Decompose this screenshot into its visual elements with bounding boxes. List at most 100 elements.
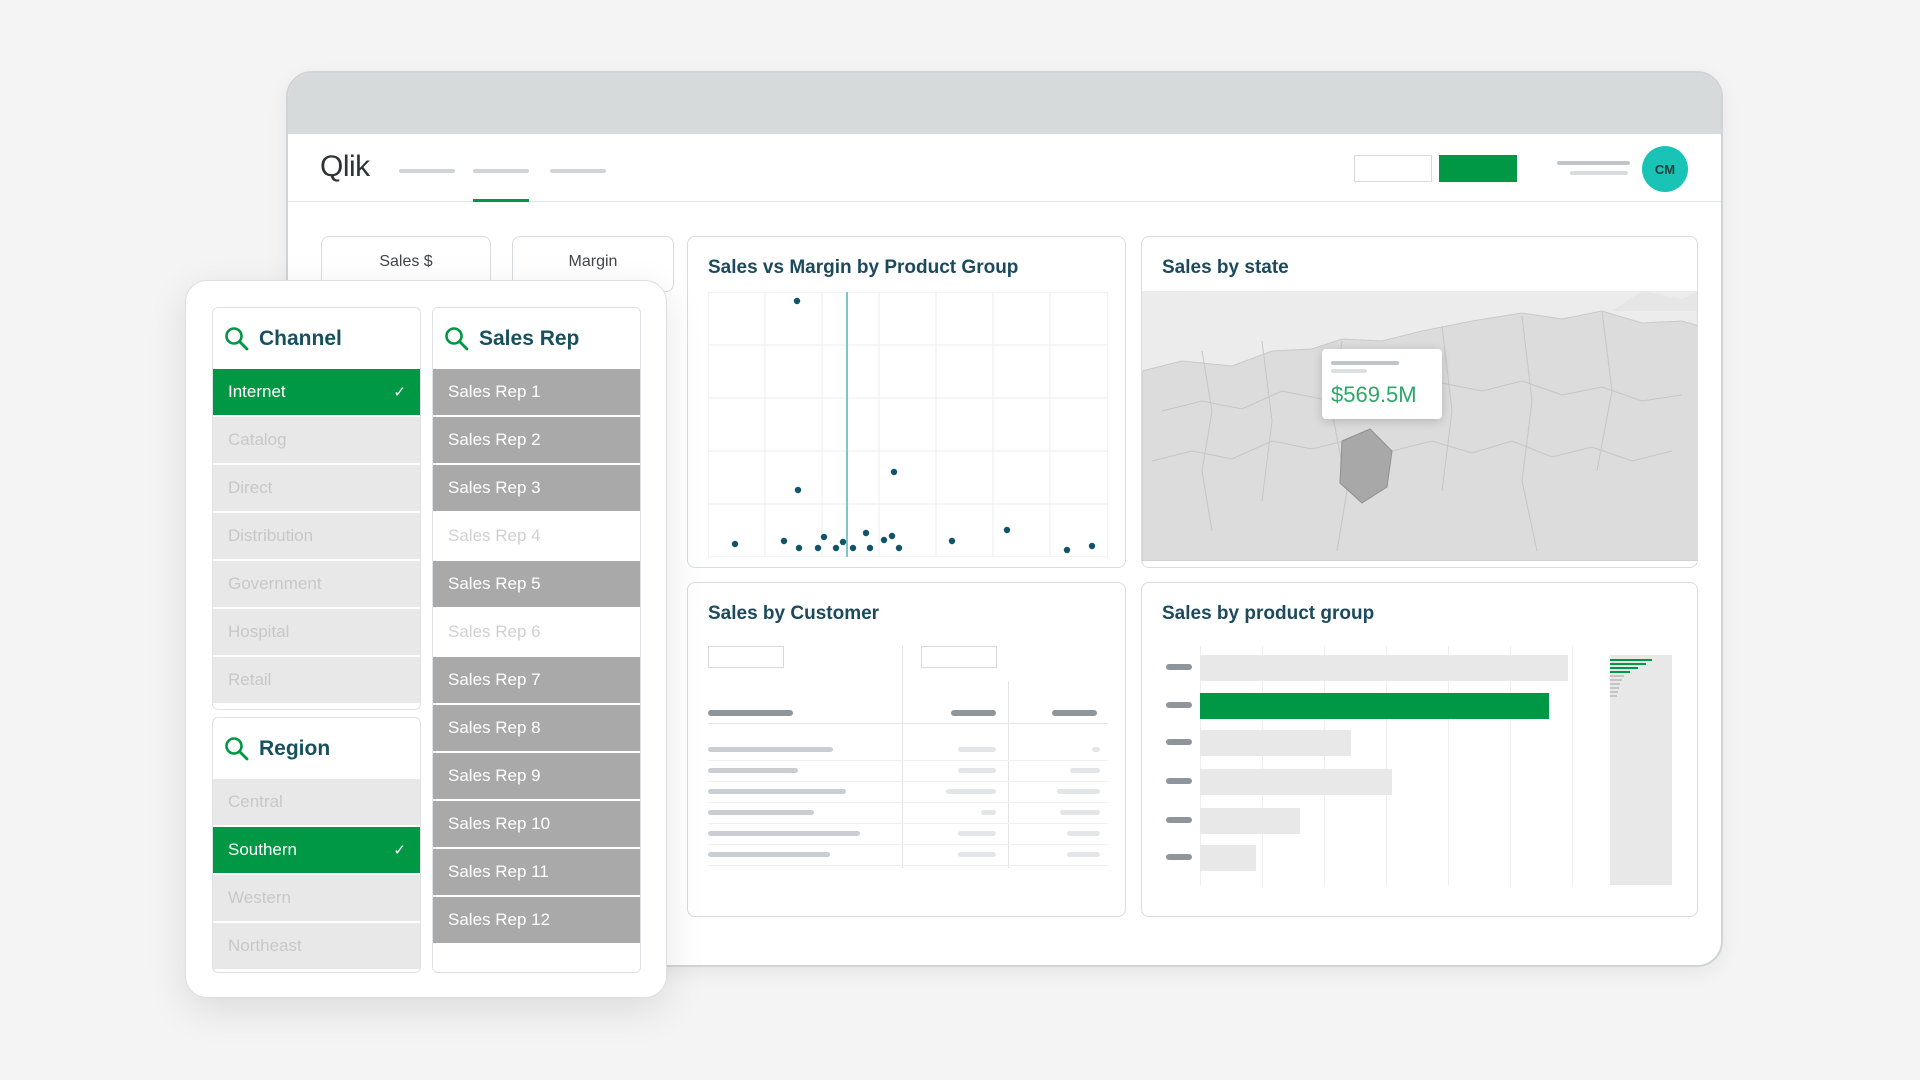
region-filter-header[interactable]: Region xyxy=(213,718,420,779)
mini-chart-scrollbar[interactable] xyxy=(1610,655,1672,885)
scatter-point[interactable] xyxy=(793,297,801,305)
scatter-point[interactable] xyxy=(794,486,802,494)
customer-search-box-2[interactable] xyxy=(921,646,997,668)
nav-item-1[interactable] xyxy=(399,169,455,173)
product-group-bar[interactable] xyxy=(1200,845,1256,871)
scatter-point[interactable] xyxy=(1003,526,1011,534)
channel-item-label: Internet xyxy=(228,382,286,401)
sales-rep-item[interactable]: Sales Rep 12 xyxy=(433,897,640,943)
scatter-point[interactable] xyxy=(839,538,847,546)
scatter-point[interactable] xyxy=(948,537,956,545)
scatter-point[interactable] xyxy=(862,529,870,537)
channel-filter-header[interactable]: Channel xyxy=(213,308,420,369)
sales-rep-item[interactable]: Sales Rep 6 xyxy=(433,609,640,655)
channel-list: Internet ✓ Catalog Direct Distribution Govern… xyxy=(213,369,420,703)
customer-table-card[interactable]: Sales by Customer xyxy=(687,582,1126,917)
world-map[interactable] xyxy=(1142,291,1698,561)
scatter-point[interactable] xyxy=(866,544,874,552)
channel-item[interactable]: Catalog xyxy=(213,417,420,463)
nav-item-2[interactable] xyxy=(473,169,529,173)
scatter-point[interactable] xyxy=(1063,546,1071,554)
sales-rep-item[interactable]: Sales Rep 4 xyxy=(433,513,640,559)
channel-item[interactable]: Direct xyxy=(213,465,420,511)
header-primary-button[interactable] xyxy=(1439,155,1517,182)
sales-rep-item[interactable]: Sales Rep 9 xyxy=(433,753,640,799)
scatter-point[interactable] xyxy=(1088,542,1096,550)
scatter-point[interactable] xyxy=(731,540,739,548)
table-header-2 xyxy=(951,710,996,716)
scatter-point[interactable] xyxy=(880,536,888,544)
channel-item[interactable]: Retail xyxy=(213,657,420,703)
mini-chart-bar xyxy=(1610,679,1622,681)
scatter-point[interactable] xyxy=(780,537,788,545)
product-group-bar[interactable] xyxy=(1200,693,1549,719)
sales-rep-item[interactable]: Sales Rep 1 xyxy=(433,369,640,415)
sales-rep-item[interactable]: Sales Rep 2 xyxy=(433,417,640,463)
tooltip-value: $569.5M xyxy=(1331,382,1417,407)
scatter-point[interactable] xyxy=(888,532,896,540)
search-icon xyxy=(445,326,469,350)
nav-item-3[interactable] xyxy=(550,169,606,173)
table-row-divider xyxy=(708,865,1108,866)
product-group-bar[interactable] xyxy=(1200,808,1300,834)
sales-rep-filter-header[interactable]: Sales Rep xyxy=(433,308,640,369)
scatter-point[interactable] xyxy=(849,544,857,552)
channel-item[interactable]: Distribution xyxy=(213,513,420,559)
sales-rep-item[interactable]: Sales Rep 3 xyxy=(433,465,640,511)
region-item[interactable]: Western xyxy=(213,875,420,921)
header-secondary-button[interactable] xyxy=(1354,155,1432,182)
bar-label-placeholder xyxy=(1166,778,1192,784)
mini-chart-bar xyxy=(1610,691,1618,693)
sales-rep-item[interactable]: Sales Rep 11 xyxy=(433,849,640,895)
mini-chart-bar xyxy=(1610,675,1624,677)
table-row-divider xyxy=(708,802,1108,803)
scatter-point[interactable] xyxy=(795,544,803,552)
app-window: Qlik CM Sales $ Margin Sales vs Margin b… xyxy=(286,71,1723,967)
scatter-plot xyxy=(708,292,1108,557)
scatter-point[interactable] xyxy=(814,544,822,552)
customer-search-box-1[interactable] xyxy=(708,646,784,668)
scatter-point[interactable] xyxy=(895,544,903,552)
bar-label-placeholder xyxy=(1166,664,1192,670)
scatter-chart-card[interactable]: Sales vs Margin by Product Group xyxy=(687,236,1126,568)
scatter-point[interactable] xyxy=(890,468,898,476)
map-card[interactable]: Sales by state $569.5M xyxy=(1141,236,1698,568)
product-group-bar[interactable] xyxy=(1200,655,1568,681)
product-group-bar[interactable] xyxy=(1200,769,1392,795)
scatter-chart-title: Sales vs Margin by Product Group xyxy=(708,257,1019,278)
scatter-point[interactable] xyxy=(832,544,840,552)
table-col-divider-1 xyxy=(902,646,903,868)
region-item[interactable]: Central xyxy=(213,779,420,825)
qlik-logo[interactable]: Qlik xyxy=(320,150,370,183)
checkmark-icon: ✓ xyxy=(393,384,406,401)
user-avatar[interactable]: CM xyxy=(1642,146,1688,192)
sales-rep-item[interactable]: Sales Rep 7 xyxy=(433,657,640,703)
channel-item[interactable]: Internet ✓ xyxy=(213,369,420,415)
mini-chart-bar xyxy=(1610,671,1630,673)
grid-line xyxy=(1262,646,1263,886)
sales-rep-item[interactable]: Sales Rep 8 xyxy=(433,705,640,751)
nav-active-indicator xyxy=(473,199,529,202)
product-group-card[interactable]: Sales by product group xyxy=(1141,582,1698,917)
sales-rep-item[interactable]: Sales Rep 10 xyxy=(433,801,640,847)
region-item[interactable]: Northeast xyxy=(213,923,420,969)
scatter-point[interactable] xyxy=(820,533,828,541)
channel-item-label: Retail xyxy=(228,670,272,689)
app-header: Qlik CM xyxy=(288,134,1721,202)
channel-item[interactable]: Hospital xyxy=(213,609,420,655)
grid-line xyxy=(1572,646,1573,886)
customer-name-placeholder xyxy=(708,747,833,752)
channel-item[interactable]: Government xyxy=(213,561,420,607)
customer-value-placeholder xyxy=(946,789,996,794)
region-filter: Region Central Southern ✓ Western Northeast xyxy=(212,717,421,973)
customer-value2-placeholder xyxy=(1070,768,1100,773)
customer-value-placeholder xyxy=(958,831,996,836)
sales-rep-item-label: Sales Rep 4 xyxy=(448,526,541,545)
kpi-margin-label: Margin xyxy=(568,253,618,270)
grid-line xyxy=(1386,646,1387,886)
region-item[interactable]: Southern ✓ xyxy=(213,827,420,873)
product-group-bar[interactable] xyxy=(1200,730,1351,756)
sales-rep-item-label: Sales Rep 2 xyxy=(448,430,541,449)
customer-value2-placeholder xyxy=(1057,789,1100,794)
sales-rep-item[interactable]: Sales Rep 5 xyxy=(433,561,640,607)
